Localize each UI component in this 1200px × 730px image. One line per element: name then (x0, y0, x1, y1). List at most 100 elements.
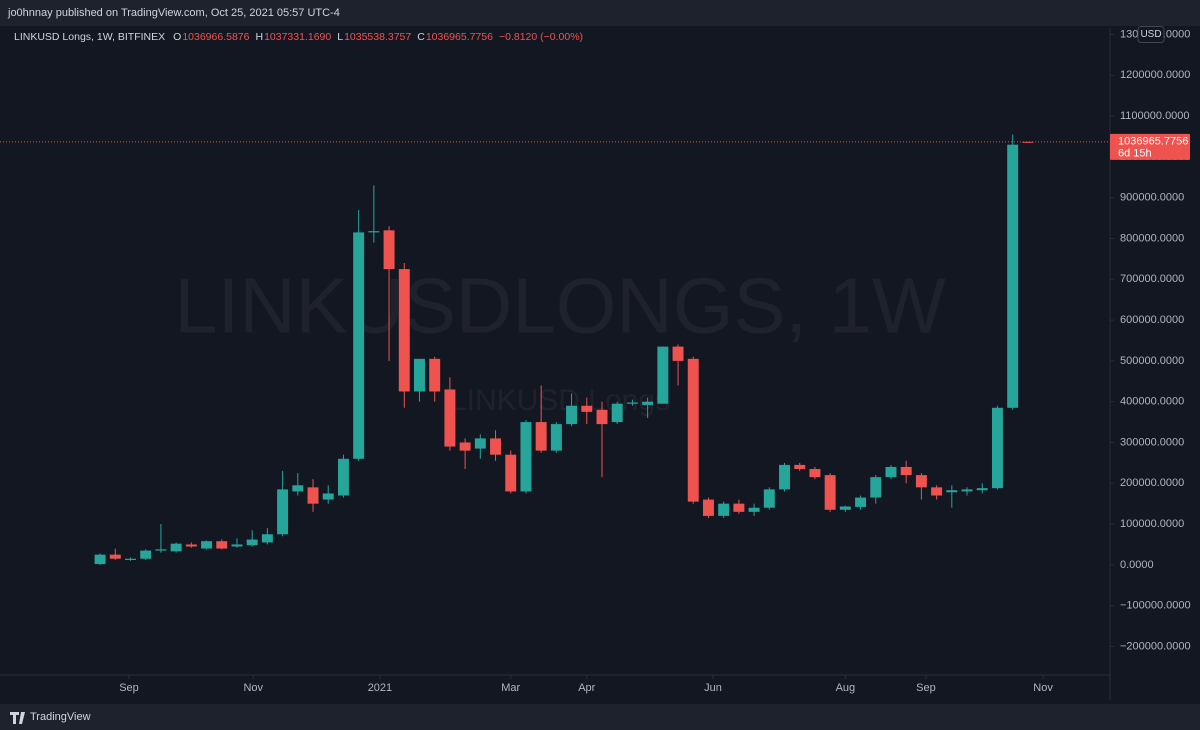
legend: LINKUSD Longs, 1W, BITFINEX O 1036966.587… (14, 31, 583, 43)
candle-body (672, 346, 684, 361)
candle-body (931, 487, 943, 496)
candle-body (839, 506, 851, 510)
candle-body (596, 409, 608, 425)
candle-body (991, 407, 1003, 489)
candle-body (961, 489, 973, 492)
ohlc-key: L (337, 31, 343, 43)
currency-badge: USD (1140, 29, 1161, 40)
y-tick-label: 700000.0000 (1120, 273, 1184, 285)
candle-body (322, 493, 334, 500)
candle-body (429, 358, 441, 392)
x-tick-label: Nov (1033, 682, 1053, 694)
x-tick-label: Apr (578, 682, 595, 694)
candle-body (733, 503, 745, 512)
candle-body (535, 422, 547, 451)
y-tick-label: 900000.0000 (1120, 192, 1184, 204)
candle-body (763, 489, 775, 508)
y-tick-label: −100000.0000 (1120, 600, 1191, 612)
candle-body (976, 488, 988, 491)
y-tick-label: 0.0000 (1120, 559, 1154, 571)
candle-body (794, 464, 806, 469)
candle-body (702, 499, 714, 516)
candle-body (505, 454, 517, 492)
publish-bar (0, 0, 1200, 26)
candle-body (307, 487, 319, 504)
y-tick-label: −200000.0000 (1120, 640, 1191, 652)
candle-body (779, 464, 790, 490)
x-tick-label: Sep (119, 682, 139, 694)
candle-body (824, 475, 836, 510)
currency-badge-bg (1137, 26, 1165, 44)
candle-body (292, 485, 304, 492)
publish-info: jo0hnnay published on TradingView.com, O… (7, 7, 340, 19)
candle-body (870, 477, 882, 498)
candle-body (337, 458, 349, 496)
y-tick-label: 600000.0000 (1120, 314, 1184, 326)
ohlc-value: 1037331.1690 (264, 31, 331, 43)
candle-body (490, 438, 502, 455)
watermark-sub: LINKUSD Longs (450, 384, 670, 417)
candle-body (657, 346, 669, 404)
watermark: LINKUSDLONGS, 1W (174, 262, 946, 350)
candle-body (550, 424, 562, 451)
ohlc-key: H (255, 31, 263, 43)
countdown: 6d 15h (1118, 148, 1152, 160)
candle-body (915, 475, 927, 488)
candle-body (444, 389, 456, 447)
candle-body (718, 503, 730, 516)
candle-body (474, 438, 486, 449)
footer-bar (0, 704, 1200, 730)
candle-body (246, 539, 258, 546)
ohlc-value: 1035538.3757 (344, 31, 411, 43)
candle-body (687, 358, 699, 502)
y-tick-label: 100000.0000 (1120, 518, 1184, 530)
candle-body (581, 405, 593, 412)
candle-body (185, 544, 197, 547)
y-tick-label: 1200000.0000 (1120, 69, 1190, 81)
x-tick-label: Sep (916, 682, 936, 694)
candle-body (459, 442, 471, 451)
candle-body (216, 541, 228, 549)
candle-body (566, 405, 578, 425)
candle-body (855, 497, 867, 507)
ohlc-key: O (173, 31, 181, 43)
price-label: 1036965.7756 (1118, 136, 1188, 148)
ohlc-value: 1036966.5876 (182, 31, 249, 43)
candle-body (414, 358, 425, 392)
y-tick-label: 400000.0000 (1120, 396, 1184, 408)
y-tick-label: 1100000.0000 (1120, 110, 1190, 122)
x-tick-label: Nov (243, 682, 263, 694)
candle-body (368, 231, 380, 233)
candle-body (398, 269, 410, 392)
candle-body (611, 403, 623, 423)
candle-body (261, 534, 273, 543)
ohlc-key: C (417, 31, 425, 43)
candle-body (885, 466, 897, 478)
candle-body (809, 468, 821, 478)
x-tick-label: Aug (836, 682, 856, 694)
x-tick-label: Jun (704, 682, 722, 694)
candle-body (1022, 141, 1034, 143)
ohlc-value: 1036965.7756 (426, 31, 493, 43)
ohlc-value: −0.8120 (−0.00%) (499, 31, 583, 43)
candle-body (201, 541, 213, 549)
tv-logo (10, 712, 25, 724)
candle-body (748, 507, 760, 512)
candle-body (277, 489, 289, 535)
candle-body (642, 401, 654, 405)
y-tick-label: 200000.0000 (1120, 477, 1184, 489)
footer-brand: TradingView (30, 711, 91, 723)
symbol: LINKUSD Longs, 1W, BITFINEX (14, 31, 165, 43)
candle-body (231, 544, 243, 547)
price-label-bg (1110, 133, 1190, 160)
candle-body (140, 550, 152, 559)
candle-body (900, 466, 912, 476)
candle-body (946, 490, 958, 493)
candle-body (1007, 144, 1019, 408)
candle-body (520, 422, 532, 492)
candle-body (125, 558, 136, 560)
x-tick-label: 2021 (368, 682, 392, 694)
